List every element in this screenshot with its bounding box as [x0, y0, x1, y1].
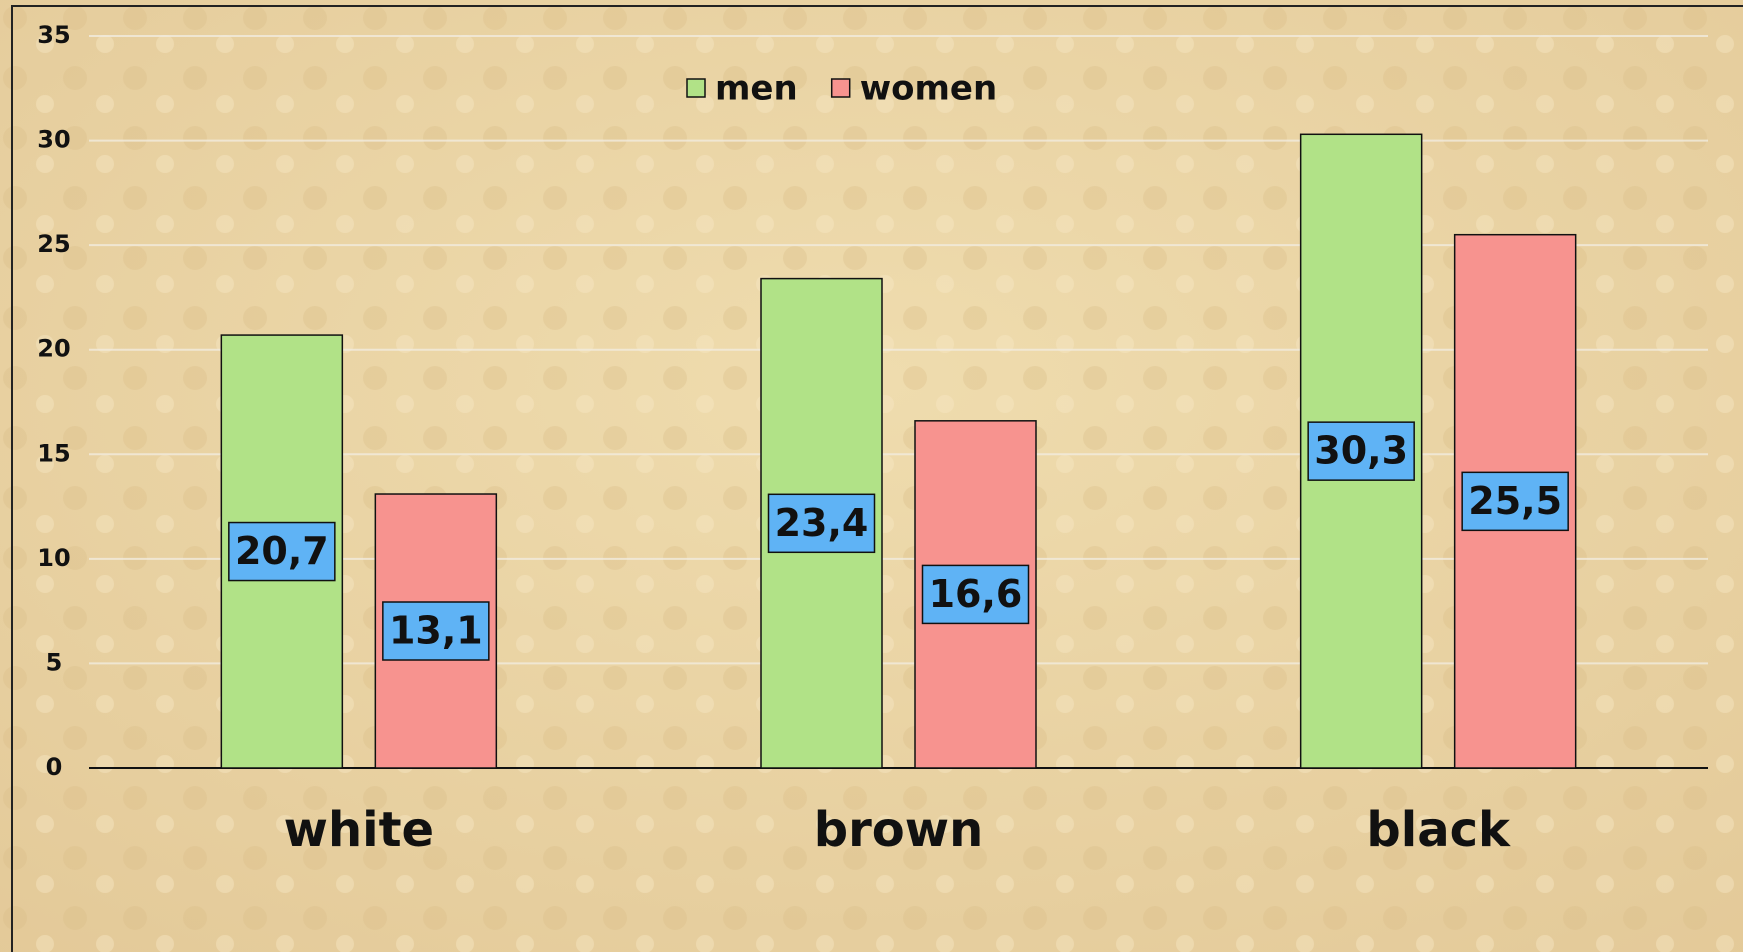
value-label: 25,5	[1468, 479, 1562, 523]
value-label: 23,4	[775, 501, 869, 545]
value-label: 20,7	[235, 529, 329, 573]
y-tick-label: 30	[37, 126, 70, 154]
legend-label: women	[860, 69, 997, 109]
legend-swatch	[686, 78, 706, 98]
y-tick-label: 35	[37, 21, 70, 49]
y-tick-label: 5	[46, 648, 63, 676]
value-label-box	[1307, 421, 1415, 481]
value-label: 30,3	[1314, 429, 1408, 473]
y-tick-label: 15	[37, 439, 70, 467]
value-label: 13,1	[389, 609, 483, 653]
value-label-box	[767, 493, 876, 554]
value-label-box	[382, 601, 490, 661]
x-tick-label: brown	[814, 802, 984, 858]
legend-swatch	[830, 78, 851, 98]
legend-label: men	[715, 69, 798, 109]
x-tick-label: black	[1366, 802, 1511, 858]
y-tick-label: 20	[37, 335, 70, 363]
y-tick-label: 0	[46, 753, 63, 781]
y-tick-label: 25	[37, 230, 70, 258]
value-label: 16,6	[929, 572, 1023, 616]
value-label-box	[228, 521, 336, 582]
value-label-box	[921, 564, 1030, 625]
x-tick-label: white	[284, 802, 434, 858]
value-label-box	[1461, 471, 1569, 532]
y-tick-label: 10	[37, 544, 70, 572]
frame	[11, 5, 1743, 952]
